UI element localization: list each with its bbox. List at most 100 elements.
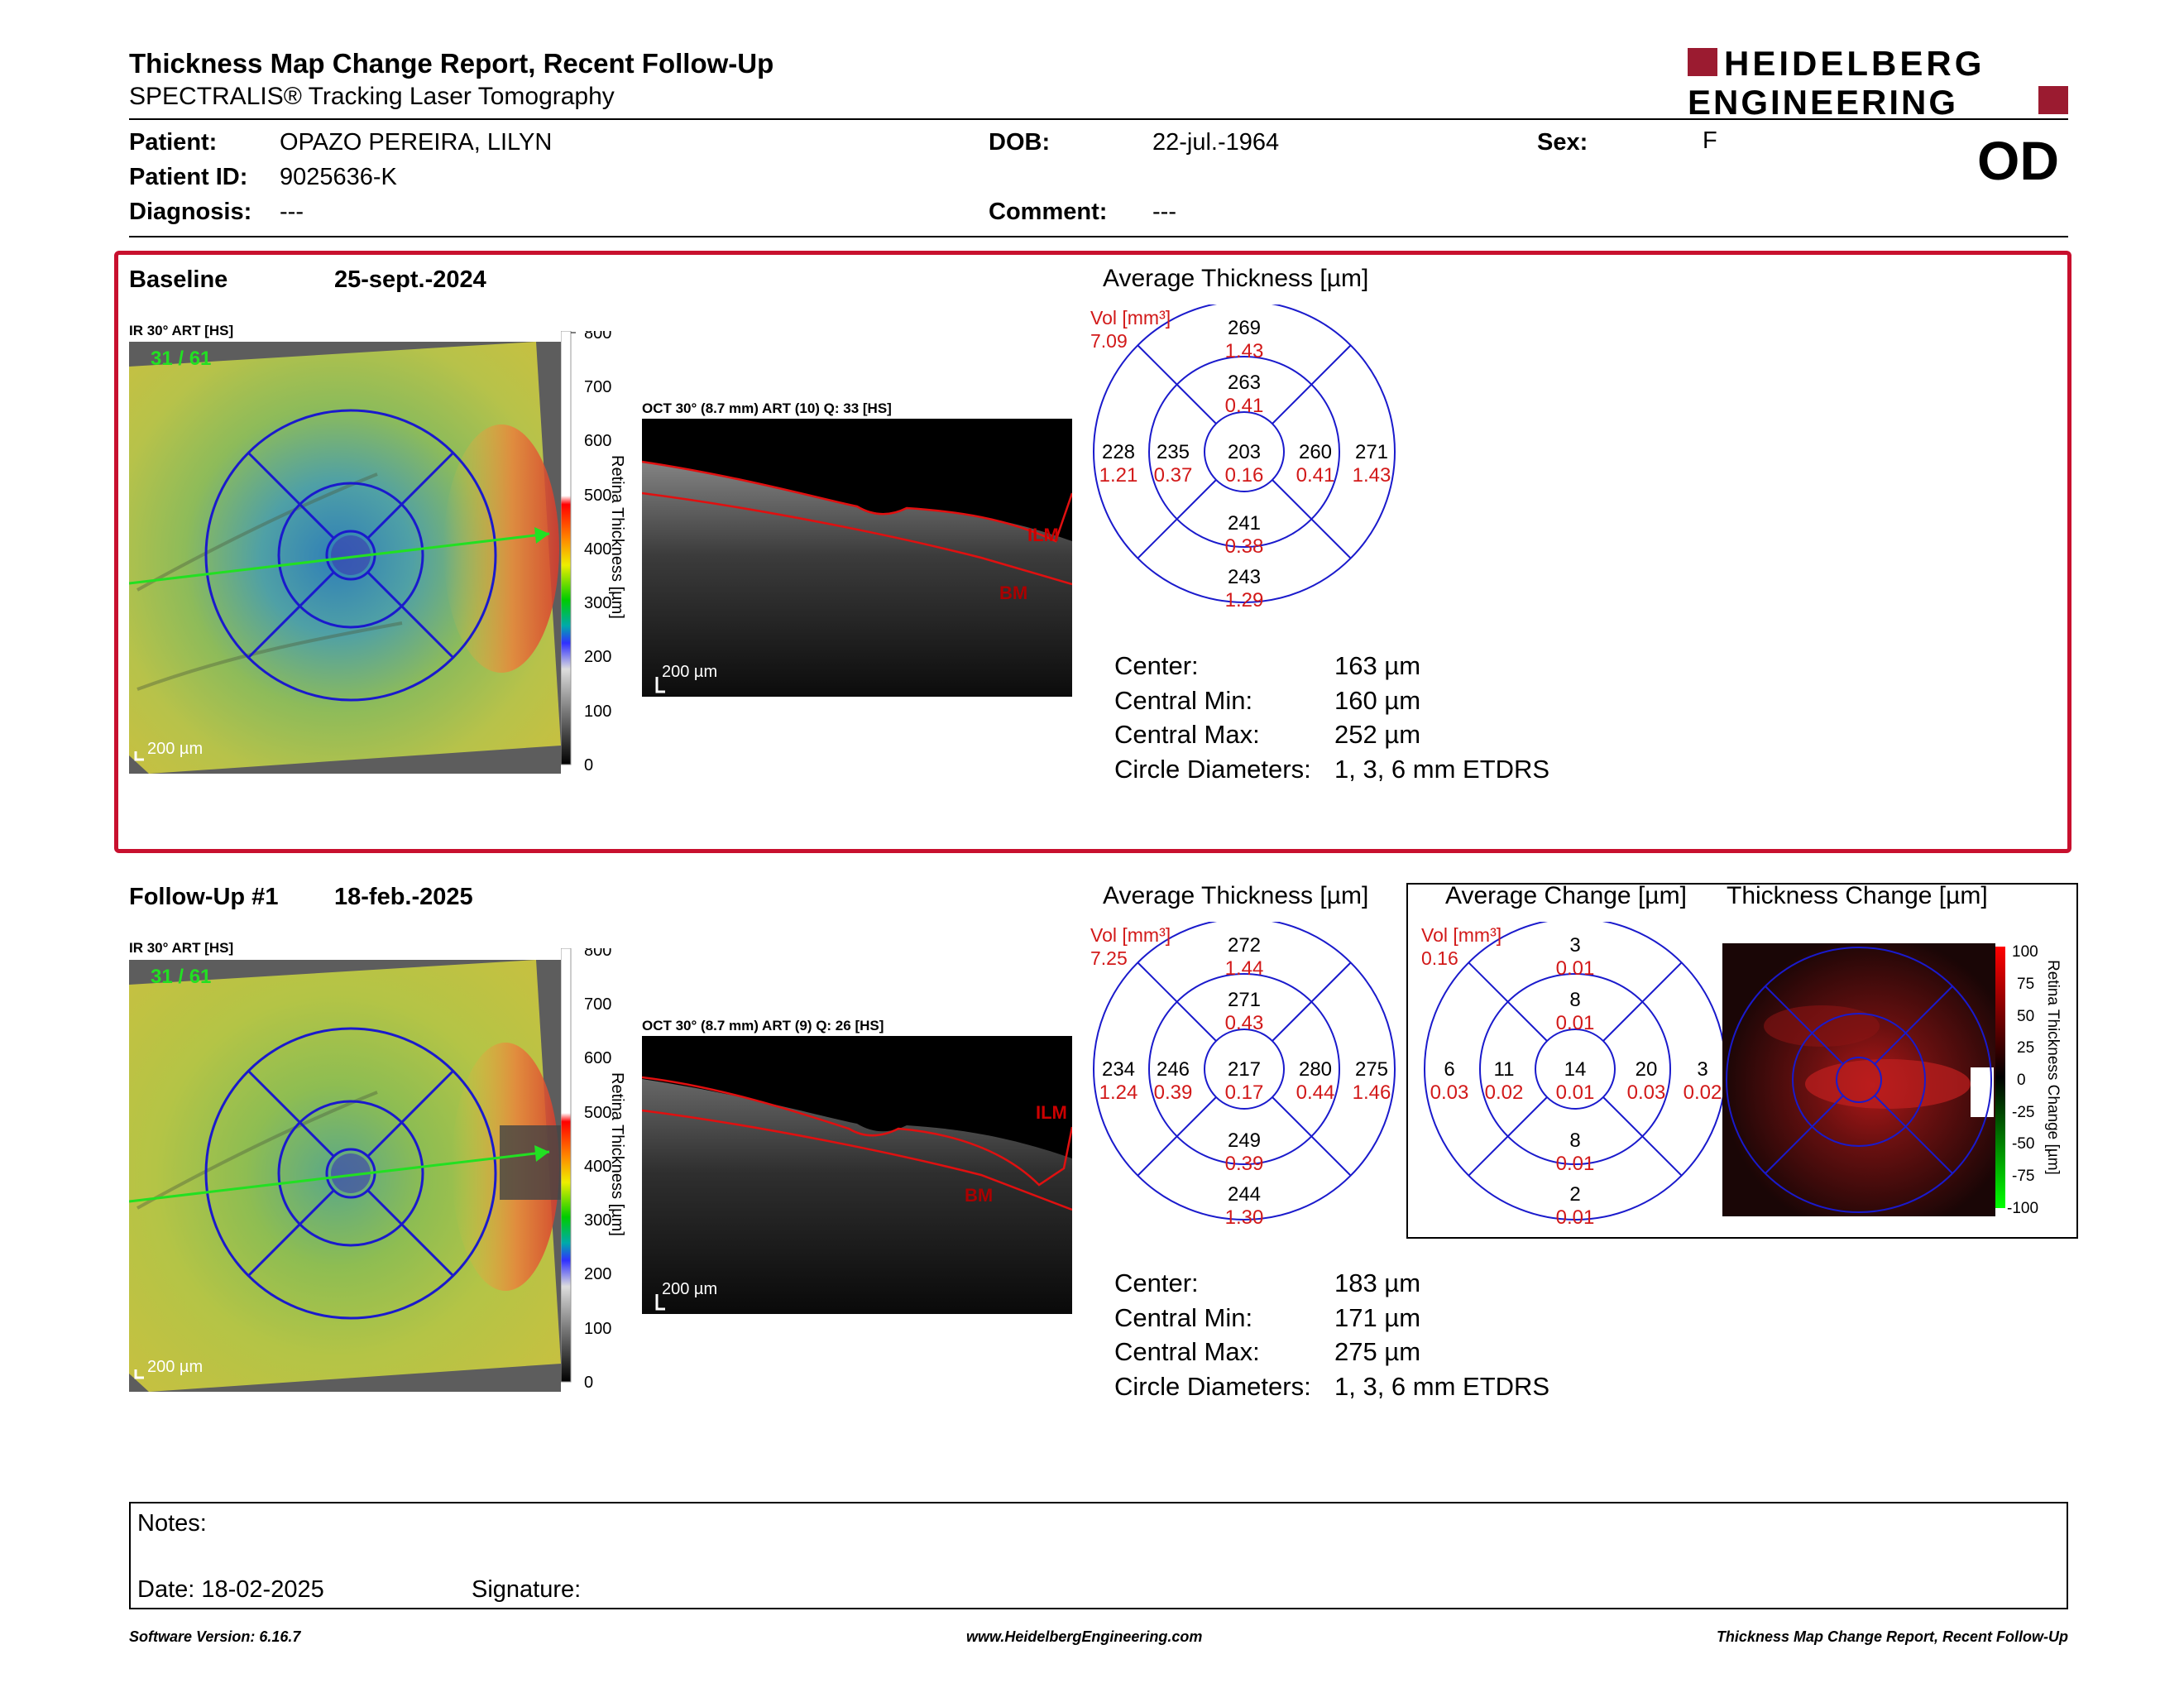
svg-text:0: 0 — [2017, 1072, 2026, 1089]
svg-text:200 µm: 200 µm — [147, 740, 203, 758]
svg-text:800: 800 — [584, 948, 611, 960]
svg-text:300: 300 — [584, 594, 611, 612]
svg-text:100: 100 — [2012, 943, 2038, 961]
comment-label: Comment: — [989, 199, 1108, 225]
patient-name: OPAZO PEREIRA, LILYN — [280, 129, 553, 156]
svg-text:75: 75 — [2017, 976, 2034, 993]
report-title: Thickness Map Change Report, Recent Foll… — [129, 48, 774, 79]
footer-report-name: Thickness Map Change Report, Recent Foll… — [1716, 1628, 2068, 1645]
followup-label: Follow-Up #1 — [129, 884, 279, 910]
svg-text:-25: -25 — [2012, 1104, 2034, 1121]
software-version: Software Version: 6.16.7 — [129, 1628, 301, 1645]
diagnosis-value: --- — [280, 199, 304, 225]
followup-ir-label: IR 30° ART [HS] — [129, 940, 234, 956]
followup-oct-label: OCT 30° (8.7 mm) ART (9) Q: 26 [HS] — [642, 1018, 884, 1033]
svg-text:8: 8 — [1569, 989, 1580, 1011]
change-colorbar-title: Retina Thickness Change [µm] — [2044, 960, 2062, 1175]
svg-text:ENGINEERING: ENGINEERING — [1688, 83, 1958, 117]
svg-text:271: 271 — [1228, 989, 1261, 1011]
svg-text:500: 500 — [584, 487, 611, 505]
svg-text:275: 275 — [1355, 1058, 1388, 1081]
svg-text:3: 3 — [1569, 934, 1580, 957]
svg-text:243: 243 — [1228, 566, 1261, 588]
baseline-stats-values: 163 µm 160 µm 252 µm 1, 3, 6 mm ETDRS — [1334, 651, 1550, 784]
followup-ir-image: 31 / 61 200 µm — [128, 960, 561, 1392]
website-link[interactable]: www.HeidelbergEngineering.com — [966, 1628, 1203, 1645]
svg-text:0.38: 0.38 — [1225, 535, 1264, 558]
baseline-thickness-colorbar: 800 700 600 500 400 300 200 100 0 Retina… — [560, 324, 677, 786]
svg-text:272: 272 — [1228, 934, 1261, 957]
svg-text:0.02: 0.02 — [1485, 1081, 1524, 1104]
svg-text:234: 234 — [1102, 1058, 1135, 1081]
followup-date: 18-feb.-2025 — [334, 884, 473, 910]
followup-oct-image: 200 µm ILM BM — [641, 1036, 1074, 1314]
svg-text:700: 700 — [584, 378, 611, 396]
baseline-ir-label: IR 30° ART [HS] — [129, 323, 234, 338]
followup-stats-values: 183 µm 171 µm 275 µm 1, 3, 6 mm ETDRS — [1334, 1268, 1550, 1401]
diagnosis-label: Diagnosis: — [129, 199, 252, 225]
svg-text:280: 280 — [1299, 1058, 1332, 1081]
svg-text:260: 260 — [1299, 441, 1332, 463]
svg-text:246: 246 — [1157, 1058, 1190, 1081]
svg-text:100: 100 — [584, 703, 611, 721]
svg-text:1.46: 1.46 — [1353, 1081, 1391, 1104]
avg-change-title: Average Change [µm] — [1445, 882, 1687, 909]
svg-text:200 µm: 200 µm — [147, 1358, 203, 1376]
report-subtitle: SPECTRALIS® Tracking Laser Tomography — [129, 83, 615, 110]
svg-text:14: 14 — [1564, 1058, 1587, 1081]
svg-text:217: 217 — [1228, 1058, 1261, 1081]
svg-text:0.41: 0.41 — [1296, 464, 1335, 487]
svg-text:200 µm: 200 µm — [662, 663, 717, 681]
change-volume: Vol [mm³] 0.16 — [1421, 924, 1502, 969]
svg-text:100: 100 — [584, 1320, 611, 1338]
svg-text:235: 235 — [1157, 441, 1190, 463]
notes-box[interactable]: Notes: Date: 18-02-2025 Signature: — [129, 1502, 2068, 1609]
svg-text:ILM: ILM — [1036, 1102, 1067, 1123]
svg-text:31 / 61: 31 / 61 — [151, 966, 211, 988]
svg-text:700: 700 — [584, 995, 611, 1014]
svg-text:300: 300 — [584, 1211, 611, 1230]
svg-text:0.01: 0.01 — [1556, 1206, 1595, 1229]
svg-text:0.39: 0.39 — [1225, 1153, 1264, 1175]
baseline-ir-image: 31 / 61 200 µm — [128, 342, 561, 774]
svg-text:0: 0 — [584, 756, 593, 774]
baseline-panel — [114, 251, 2071, 853]
svg-text:1.43: 1.43 — [1225, 340, 1264, 362]
followup-colorbar-title: Retina Thickness [µm] — [608, 1072, 626, 1236]
followup-thickness-colorbar: 800 700 600 500 400 300 200 100 0 Retina… — [560, 942, 677, 1403]
baseline-colorbar-ticks: 800 700 600 500 400 300 200 100 0 — [571, 324, 611, 774]
svg-text:400: 400 — [584, 540, 611, 559]
baseline-label: Baseline — [129, 266, 228, 293]
svg-text:-100: -100 — [2007, 1200, 2038, 1217]
svg-text:HEIDELBERG: HEIDELBERG — [1724, 45, 1985, 83]
change-panel — [1406, 883, 2078, 1239]
svg-text:31 / 61: 31 / 61 — [151, 348, 211, 370]
svg-text:-50: -50 — [2012, 1135, 2034, 1153]
svg-text:0.03: 0.03 — [1627, 1081, 1666, 1104]
svg-text:200: 200 — [584, 648, 611, 666]
svg-text:0.01: 0.01 — [1556, 1153, 1595, 1175]
date-label: Date: 18-02-2025 — [137, 1576, 324, 1603]
notes-label: Notes: — [137, 1510, 207, 1537]
svg-text:271: 271 — [1355, 441, 1388, 463]
thickness-change-map — [1722, 943, 1995, 1216]
patient-id-label: Patient ID: — [129, 164, 248, 190]
signature-label: Signature: — [472, 1576, 582, 1603]
svg-text:0.01: 0.01 — [1556, 1012, 1595, 1034]
svg-text:0.02: 0.02 — [1684, 1081, 1722, 1104]
sex-label: Sex: — [1537, 129, 1588, 156]
svg-text:800: 800 — [584, 331, 611, 343]
baseline-avg-thickness-title: Average Thickness [µm] — [1103, 265, 1369, 292]
svg-text:2: 2 — [1569, 1183, 1580, 1206]
svg-text:1.30: 1.30 — [1225, 1206, 1264, 1229]
baseline-oct-image: 200 µm ILM BM — [641, 419, 1074, 697]
svg-text:200: 200 — [584, 1265, 611, 1283]
svg-text:6: 6 — [1444, 1058, 1454, 1081]
svg-text:1.24: 1.24 — [1099, 1081, 1138, 1104]
change-etdrs-grid: 3 0.01 8 0.01 14 0.01 8 0.01 2 0.01 6 0.… — [1415, 918, 1742, 1236]
svg-text:1.29: 1.29 — [1225, 589, 1264, 611]
baseline-date: 25-sept.-2024 — [334, 266, 486, 293]
svg-text:BM: BM — [965, 1185, 993, 1206]
patient-id: 9025636-K — [280, 164, 397, 190]
comment-value: --- — [1152, 199, 1176, 225]
